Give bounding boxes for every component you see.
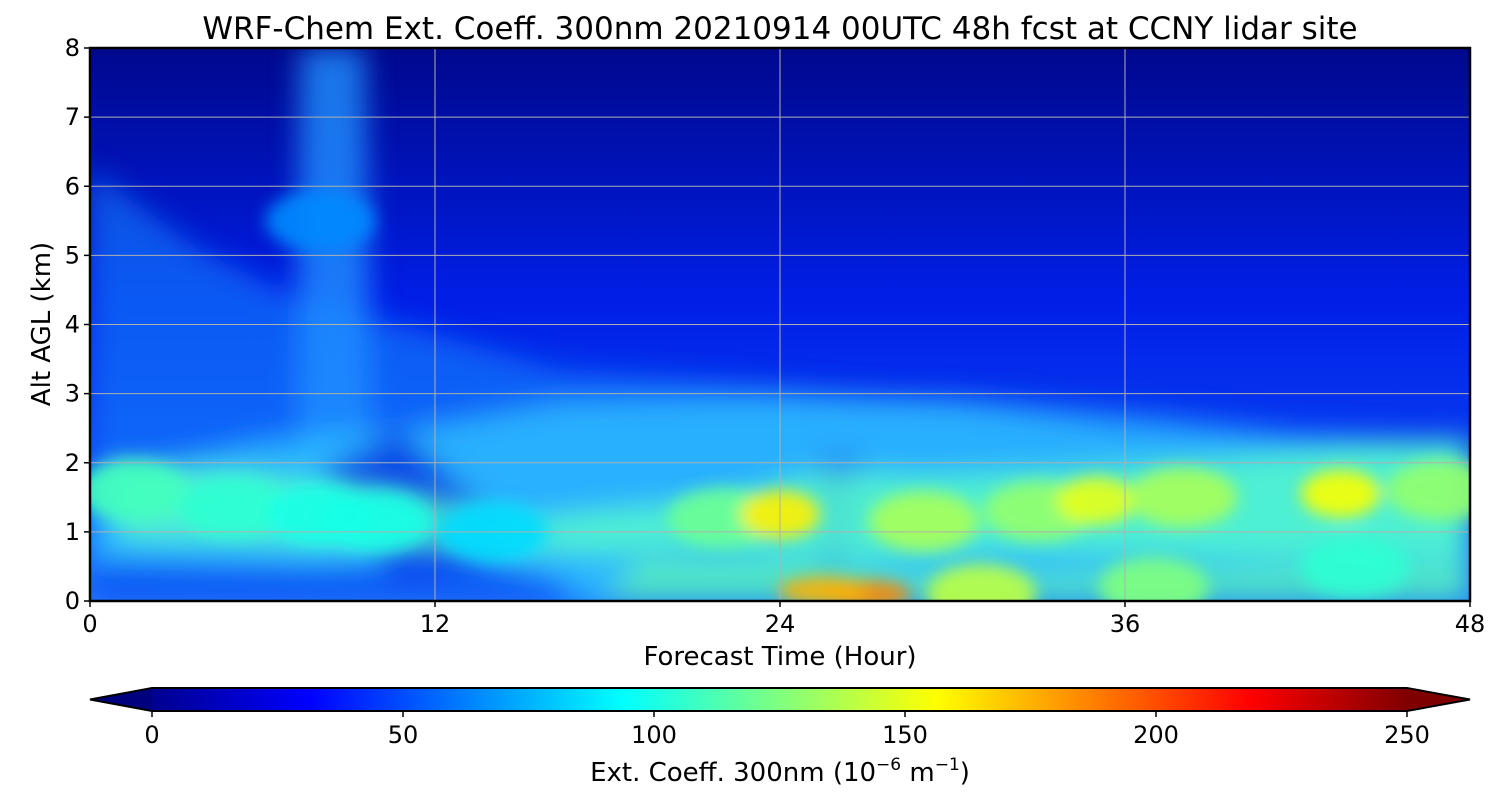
heatmap-hotspot — [1056, 476, 1137, 525]
x-tick-label: 48 — [1455, 610, 1486, 638]
x-axis: 0 12 24 36 48 — [82, 601, 1485, 638]
heatmap-hotspot — [90, 460, 189, 521]
colorbar-tick-label: 250 — [1384, 721, 1430, 749]
colorbar-gradient — [152, 688, 1407, 711]
colorbar-tick-label: 200 — [1133, 721, 1179, 749]
plot-area — [90, 48, 1470, 601]
heatmap-hotspot — [868, 491, 979, 552]
x-tick-label: 12 — [420, 610, 451, 638]
colorbar-tick-label: 100 — [631, 721, 677, 749]
colorbar-ticks: 0 50 100 150 200 250 — [144, 711, 1430, 749]
heatmap-hotspot — [1300, 469, 1381, 518]
heatmap-hotspot — [1386, 460, 1470, 521]
heatmap-clean-base — [90, 560, 580, 601]
colorbar-label-prefix: Ext. Coeff. 300nm (10 — [590, 758, 876, 788]
y-tick-label: 4 — [65, 311, 80, 339]
heatmap-hotspot — [1127, 467, 1238, 528]
colorbar-label-suffix: ) — [960, 758, 970, 788]
colorbar-extend-high — [1407, 688, 1470, 711]
chart-title: WRF-Chem Ext. Coeff. 300nm 20210914 00UT… — [202, 11, 1357, 47]
y-tick-label: 3 — [65, 380, 80, 408]
colorbar-tick-label: 150 — [882, 721, 928, 749]
colorbar-label: Ext. Coeff. 300nm (10−6 m−1) — [590, 755, 970, 788]
heatmap-hotspot — [926, 564, 1037, 601]
y-tick-label: 7 — [65, 103, 80, 131]
grid — [90, 48, 1470, 601]
y-axis-label: Alt AGL (km) — [27, 242, 57, 406]
x-tick-label: 24 — [765, 610, 796, 638]
heatmap-hotspot — [322, 491, 433, 552]
y-tick-label: 2 — [65, 449, 80, 477]
y-tick-label: 5 — [65, 241, 80, 269]
heatmap-hotspot — [778, 576, 869, 601]
heatmap-hotspot — [1300, 536, 1410, 597]
heatmap-hotspot — [1098, 557, 1209, 601]
x-tick-label: 0 — [82, 610, 97, 638]
colorbar-label-exp1: −6 — [876, 755, 901, 775]
colorbar-tick-label: 0 — [144, 721, 159, 749]
colorbar-extend-low — [90, 688, 152, 711]
colorbar: 0 50 100 150 200 250 Ext. Coeff. 300nm (10−6 … — [89, 687, 1471, 788]
colorbar-label-mid: m — [901, 758, 935, 788]
y-tick-label: 6 — [65, 172, 80, 200]
x-tick-label: 36 — [1110, 610, 1141, 638]
heatmap-hotspots — [90, 190, 1470, 601]
heatmap-hotspot — [178, 477, 289, 538]
heatmap-hotspot — [265, 190, 375, 251]
y-axis: 0 1 2 3 4 5 6 7 8 — [65, 34, 90, 615]
colorbar-tick-label: 50 — [388, 721, 419, 749]
y-tick-label: 0 — [65, 587, 80, 615]
y-tick-label: 1 — [65, 518, 80, 546]
y-tick-label: 8 — [65, 34, 80, 62]
x-axis-label: Forecast Time (Hour) — [643, 642, 916, 672]
colorbar-label-exp2: −1 — [935, 755, 960, 775]
